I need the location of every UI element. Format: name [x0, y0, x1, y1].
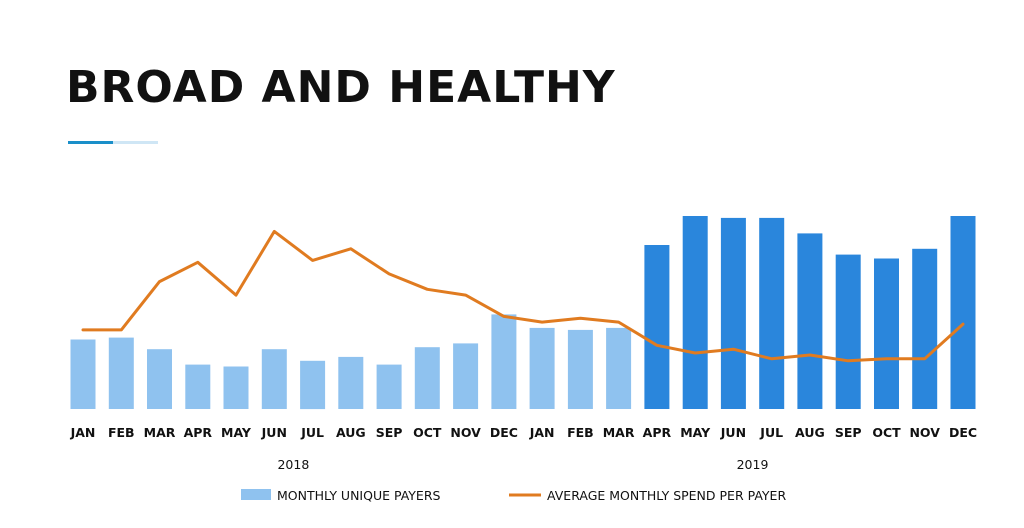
legend-bar-swatch — [241, 489, 271, 500]
page-title: BROAD AND HEALTHY — [66, 62, 616, 113]
x-tick-label: OCT — [413, 425, 442, 440]
x-tick-label: MAY — [680, 425, 711, 440]
year-labels: 2018 2019 — [277, 457, 768, 472]
legend-bar-label: MONTHLY UNIQUE PAYERS — [277, 488, 441, 503]
x-tick-label: APR — [643, 425, 672, 440]
bar-10 — [453, 343, 479, 409]
bar-13 — [567, 329, 593, 409]
legend-line-label: AVERAGE MONTHLY SPEND PER PAYER — [547, 488, 786, 503]
x-tick-label: DEC — [490, 425, 518, 440]
x-tick-label: APR — [184, 425, 213, 440]
bar-9 — [414, 347, 440, 409]
spend-line — [81, 229, 965, 363]
x-tick-label: JAN — [529, 425, 555, 440]
bar-11 — [491, 314, 517, 409]
x-tick-label: JUN — [720, 425, 746, 440]
x-tick-label: AUG — [795, 425, 825, 440]
bar-21 — [874, 258, 899, 409]
x-tick-label: FEB — [567, 425, 594, 440]
bar-12 — [529, 327, 555, 409]
bars-group — [70, 216, 976, 410]
bar-20 — [835, 254, 861, 409]
title-underline-accent — [68, 141, 113, 144]
x-tick-label: SEP — [835, 425, 862, 440]
x-tick-label: OCT — [872, 425, 901, 440]
x-tick-label: MAY — [221, 425, 252, 440]
bar-4 — [223, 366, 249, 409]
x-tick-label: AUG — [336, 425, 366, 440]
x-tick-label: JUL — [300, 425, 324, 440]
x-tick-label: JUL — [759, 425, 783, 440]
x-tick-label: SEP — [376, 425, 403, 440]
bar-0 — [70, 339, 96, 409]
bar-8 — [376, 364, 402, 409]
bar-14 — [606, 327, 632, 409]
x-tick-label: JUN — [261, 425, 287, 440]
bar-6 — [300, 360, 326, 410]
bar-15 — [644, 245, 670, 409]
bar-19 — [797, 233, 823, 409]
line-group — [81, 229, 965, 363]
title-underline-light — [113, 141, 158, 144]
title-underline — [68, 141, 158, 144]
x-tick-label: JAN — [70, 425, 96, 440]
year-label: 2019 — [737, 457, 769, 472]
bar-3 — [185, 364, 211, 409]
bar-18 — [759, 217, 785, 409]
bar-1 — [108, 337, 134, 409]
year-label: 2018 — [277, 457, 309, 472]
bar-17 — [720, 217, 746, 409]
x-tick-label: DEC — [949, 425, 977, 440]
x-tick-label: NOV — [909, 425, 940, 440]
x-tick-label: MAR — [603, 425, 635, 440]
x-axis-labels: JAN FEB MAR APR MAY JUN JUL AUG SEP OCT NOV DEC JAN F… — [70, 425, 977, 440]
bar-5 — [261, 349, 287, 409]
x-tick-label: NOV — [450, 425, 481, 440]
x-tick-label: FEB — [108, 425, 135, 440]
legend: MONTHLY UNIQUE PAYERS AVERAGE MONTHLY SP… — [241, 488, 786, 503]
bar-7 — [338, 356, 364, 409]
x-tick-label: MAR — [144, 425, 176, 440]
bar-22 — [912, 248, 938, 409]
bar-23 — [950, 216, 976, 409]
bar-16 — [682, 216, 708, 409]
bar-2 — [147, 349, 172, 409]
